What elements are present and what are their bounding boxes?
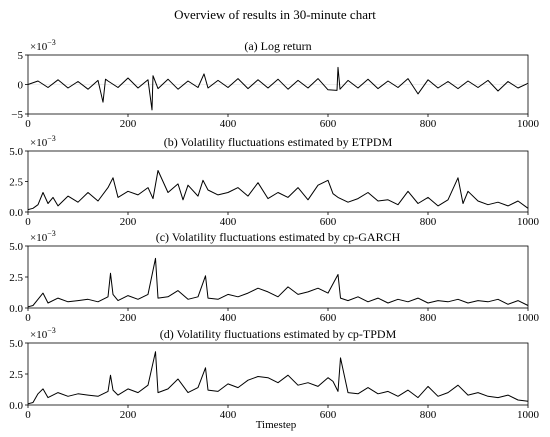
exponent-base: ×10	[30, 41, 48, 53]
y-tick-label: 0	[18, 80, 24, 92]
exponent-power: −3	[47, 326, 56, 335]
x-tick-label: 600	[320, 409, 337, 421]
exponent-power: −3	[47, 229, 56, 238]
x-tick-label: 400	[220, 118, 237, 130]
x-tick-label: 0	[25, 312, 31, 324]
exponent-base: ×10	[30, 232, 48, 244]
plot-frame	[27, 342, 529, 406]
y-tick-label: 0.0	[9, 400, 23, 412]
series-line	[27, 351, 529, 405]
plot-frame	[27, 150, 529, 213]
x-axis-label: Timestep	[256, 419, 297, 431]
y-tick-label: 5.0	[9, 338, 23, 350]
x-tick-label: 0	[25, 216, 31, 228]
panel-title: (a) Log return	[244, 39, 311, 53]
exponent-base: ×10	[30, 137, 48, 149]
x-tick-label: 0	[25, 409, 31, 421]
y-tick-label: −5	[11, 109, 23, 121]
x-tick-label: 1000	[517, 409, 540, 421]
exponent-label: ×10−3	[30, 229, 56, 244]
exponent-power: −3	[47, 38, 56, 47]
x-tick-label: 200	[120, 118, 137, 130]
x-tick-label: 800	[420, 312, 437, 324]
x-tick-label: 800	[420, 118, 437, 130]
x-tick-label: 400	[220, 216, 237, 228]
y-tick-label: 5	[18, 50, 24, 62]
exponent-power: −3	[47, 134, 56, 143]
x-tick-label: 400	[220, 409, 237, 421]
figure-title: Overview of results in 30-minute chart	[174, 7, 376, 22]
y-tick-label: 2.5	[9, 272, 23, 284]
x-tick-label: 800	[420, 216, 437, 228]
y-tick-label: 2.5	[9, 369, 23, 381]
x-tick-label: 200	[120, 312, 137, 324]
panel-3: (d) Volatility fluctuations estimated by…	[9, 326, 539, 421]
y-tick-label: 5.0	[9, 146, 23, 158]
y-tick-label: 0.0	[9, 207, 23, 219]
series-line	[27, 257, 529, 308]
x-tick-label: 200	[120, 409, 137, 421]
panel-title: (d) Volatility fluctuations estimated by…	[160, 327, 397, 341]
panel-title: (c) Volatility fluctuations estimated by…	[156, 230, 401, 244]
plot-frame	[27, 245, 529, 309]
panel-1: (b) Volatility fluctuations estimated by…	[9, 134, 539, 228]
x-tick-label: 1000	[517, 216, 540, 228]
x-tick-label: 600	[320, 216, 337, 228]
x-tick-label: 600	[320, 118, 337, 130]
series-line	[27, 66, 529, 111]
panel-title: (b) Volatility fluctuations estimated by…	[164, 135, 393, 149]
x-tick-label: 800	[420, 409, 437, 421]
exponent-label: ×10−3	[30, 38, 56, 53]
x-tick-label: 1000	[517, 312, 540, 324]
x-tick-label: 600	[320, 312, 337, 324]
exponent-label: ×10−3	[30, 134, 56, 149]
panel-2: (c) Volatility fluctuations estimated by…	[9, 229, 539, 324]
panel-0: (a) Log return×10−30 200 400 600 800 1000−505	[11, 38, 539, 130]
y-tick-label: 5.0	[9, 241, 23, 253]
x-tick-label: 1000	[517, 118, 540, 130]
exponent-base: ×10	[30, 329, 48, 341]
x-tick-label: 200	[120, 216, 137, 228]
x-tick-label: 0	[25, 118, 31, 130]
x-tick-label: 400	[220, 312, 237, 324]
y-tick-label: 0.0	[9, 303, 23, 315]
exponent-label: ×10−3	[30, 326, 56, 341]
series-line	[27, 170, 529, 211]
chart-panels: (a) Log return×10−30 200 400 600 800 1000−505…	[9, 38, 539, 421]
y-tick-label: 2.5	[9, 177, 23, 189]
